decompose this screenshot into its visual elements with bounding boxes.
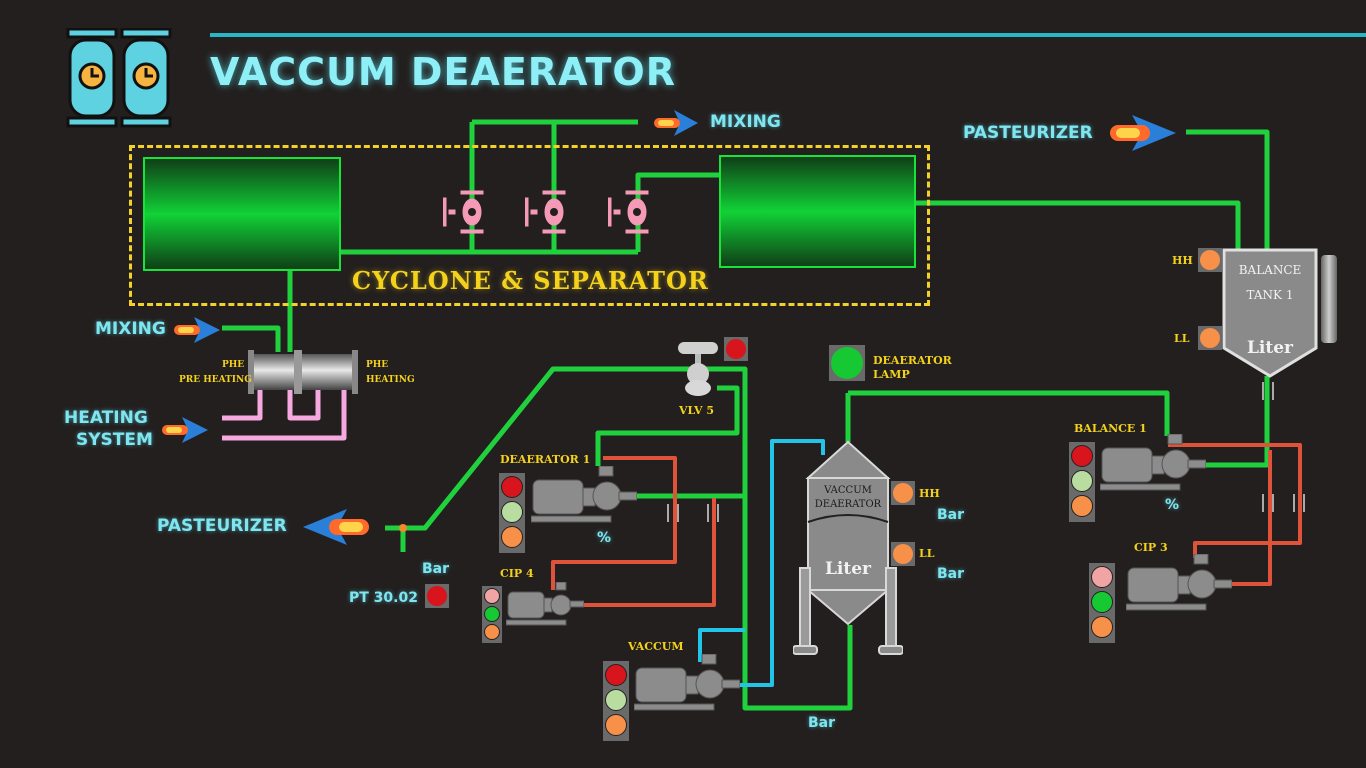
pump-cip3-lamps[interactable] xyxy=(1089,563,1115,643)
butterfly-valve-2[interactable] xyxy=(524,190,569,234)
inline-valve-2[interactable] xyxy=(707,504,719,522)
pump-cip4[interactable] xyxy=(505,581,585,626)
inline-valve-3[interactable] xyxy=(1262,494,1274,512)
cyclone-separator-label: CYCLONE & SEPARATOR xyxy=(352,266,709,295)
inline-valve-1[interactable] xyxy=(667,504,679,522)
balance-tank[interactable] xyxy=(1222,248,1318,380)
phe-preheating-label-line2: PRE HEATING xyxy=(179,375,252,385)
pasteurizer-out-label: PASTEURIZER xyxy=(157,516,287,536)
balance-tank-level-unit: Liter xyxy=(1246,338,1294,358)
pump-vaccum-lamps[interactable] xyxy=(603,661,629,741)
deaerator-lamp-label-line1: DEAERATOR xyxy=(873,354,952,367)
pump-balance1[interactable] xyxy=(1099,433,1207,492)
level-gauge-tube xyxy=(1321,255,1337,343)
header-rule xyxy=(210,33,1366,37)
pasteurizer-top-label: PASTEURIZER xyxy=(963,123,1093,143)
deaerator-hh-label: HH xyxy=(919,487,940,500)
deaerator-label-line1: VACCUM xyxy=(824,485,872,496)
vlv5-label: VLV 5 xyxy=(679,404,714,417)
deaerator-outlet-unit: Bar xyxy=(808,715,836,731)
pump-deaerator1-lamps[interactable] xyxy=(499,473,525,553)
deaerator-level-unit: Liter xyxy=(824,559,872,579)
pump-deaerator1[interactable] xyxy=(530,465,638,524)
pump-balance1-label: BALANCE 1 xyxy=(1074,422,1147,435)
pt-status-lamp[interactable] xyxy=(425,584,449,608)
vlv5-status-lamp[interactable] xyxy=(724,337,748,361)
flow-arrow-left-icon xyxy=(303,509,371,545)
balance-tank-ll-lamp[interactable] xyxy=(1198,326,1222,350)
phe-heating-label-line1: PHE xyxy=(366,360,389,370)
deaerator-ll-label: LL xyxy=(919,547,935,560)
control-valve-vlv5[interactable] xyxy=(676,342,720,398)
phe-heat-exchanger[interactable] xyxy=(248,350,358,394)
heating-system-label-line1: HEATING xyxy=(64,408,148,428)
flow-arrow-right-icon xyxy=(172,317,220,343)
pump-cip4-label: CIP 4 xyxy=(500,567,534,580)
pump-cip3-label: CIP 3 xyxy=(1134,541,1168,554)
separator-tank-right[interactable] xyxy=(719,155,916,268)
pump-cip3[interactable] xyxy=(1125,553,1233,612)
pump-balance1-lamps[interactable] xyxy=(1069,442,1095,522)
heating-system-label-line2: SYSTEM xyxy=(76,430,153,450)
deaerator-ll-unit: Bar xyxy=(937,566,965,582)
balance-tank-label-line1: BALANCE xyxy=(1238,263,1302,277)
app-logo xyxy=(64,27,172,128)
page-title: VACCUM DEAERATOR xyxy=(210,50,676,94)
deaerator-ll-lamp[interactable] xyxy=(891,542,915,566)
deaerator-hh-unit: Bar xyxy=(937,507,965,523)
pump-cip4-lamps[interactable] xyxy=(482,586,502,643)
mixing-out-label: MIXING xyxy=(710,112,781,132)
deaerator-hh-lamp[interactable] xyxy=(891,481,915,505)
deaerator-lamp-label-line2: LAMP xyxy=(873,368,910,381)
flow-arrow-right-icon xyxy=(160,417,208,443)
balance-tank-label-line2: TANK 1 xyxy=(1246,288,1294,302)
cyclone-separator-frame xyxy=(129,145,930,306)
cyclone-tank-left[interactable] xyxy=(143,157,341,271)
pt-label: PT 30.02 xyxy=(349,590,418,606)
flow-arrow-right-icon xyxy=(1108,115,1176,151)
flow-arrow-right-icon xyxy=(652,110,698,136)
pump-vaccum[interactable] xyxy=(633,653,741,712)
balance-tank-hh-lamp[interactable] xyxy=(1198,248,1222,272)
phe-preheating-label-line1: PHE xyxy=(222,360,245,370)
deaerator-label-line2: DEAERATOR xyxy=(814,499,882,510)
pump-deaerator1-unit: % xyxy=(597,530,612,546)
pump-vaccum-label: VACCUM xyxy=(628,640,684,653)
inline-valve-4[interactable] xyxy=(1293,494,1305,512)
butterfly-valve-1[interactable] xyxy=(442,190,487,234)
deaerator-lamp[interactable] xyxy=(829,345,865,381)
pump-deaerator1-label: DEAERATOR 1 xyxy=(500,453,591,466)
pt-unit: Bar xyxy=(422,561,450,577)
balance-tank-outlet-valve[interactable] xyxy=(1262,382,1274,400)
balance-tank-ll-label: LL xyxy=(1174,332,1190,345)
butterfly-valve-3[interactable] xyxy=(607,190,652,234)
mixing-in-label: MIXING xyxy=(95,319,166,339)
balance-tank-hh-label: HH xyxy=(1172,254,1193,267)
phe-heating-label-line2: HEATING xyxy=(366,375,415,385)
vaccum-deaerator-vessel[interactable] xyxy=(792,440,904,658)
pump-balance1-unit: % xyxy=(1165,497,1180,513)
